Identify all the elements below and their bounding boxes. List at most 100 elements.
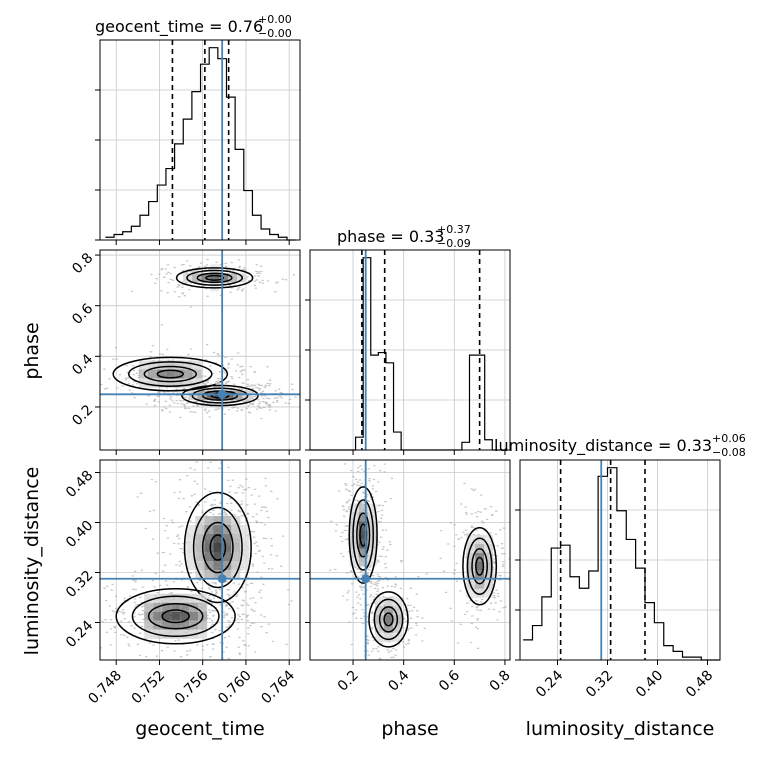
density-cell: [222, 570, 232, 579]
density-cell: [189, 611, 199, 621]
y-tick-label: 0.4: [69, 351, 96, 378]
density-cell: [171, 593, 181, 603]
density-cell: [213, 552, 223, 561]
density-cell: [186, 534, 196, 543]
contour-line: [383, 612, 394, 627]
x-tick-label: 0.48: [683, 668, 716, 701]
density-cell: [180, 602, 190, 612]
density-cell: [153, 611, 163, 621]
title-luminosity-distance-sup: +0.06: [712, 432, 746, 445]
density-cell: [213, 570, 223, 579]
density-cell: [195, 561, 205, 570]
density-cell: [349, 530, 359, 540]
density-cell: [367, 539, 377, 549]
density-cell: [475, 534, 485, 544]
density-cell: [383, 614, 393, 624]
truth-marker: [361, 574, 371, 584]
y-tick-label: 0.8: [69, 250, 96, 277]
truth-layer: [100, 40, 603, 660]
contour-line: [175, 267, 254, 289]
density-cell: [367, 530, 377, 540]
title-luminosity-distance: luminosity_distance = 0.33: [494, 436, 712, 456]
contour-line: [475, 556, 485, 576]
density-cell: [215, 382, 225, 392]
density-cell: [466, 561, 476, 571]
density-cell: [195, 543, 205, 552]
density-cell: [213, 561, 223, 570]
density-cell: [374, 605, 384, 615]
density-cell: [358, 521, 368, 531]
density-cell: [392, 632, 402, 642]
density-cell: [466, 588, 476, 598]
density-cell: [349, 557, 359, 567]
density-cell: [222, 543, 232, 552]
contour-line: [348, 486, 378, 584]
density-cell: [183, 369, 193, 379]
density-cell: [240, 525, 250, 534]
density-cell: [392, 605, 402, 615]
density-cell: [358, 539, 368, 549]
density-cell: [162, 620, 172, 630]
x-tick-label: 0.756: [172, 667, 212, 707]
contour-line: [352, 499, 375, 571]
density-cell: [162, 602, 172, 612]
x-tick-label: 0.24: [533, 667, 566, 700]
density-cell: [195, 525, 205, 534]
x-tick-label: 0.764: [258, 667, 298, 707]
panel-frame: [309, 459, 511, 661]
x-tick-label: 0.2: [335, 668, 362, 695]
contour-line: [196, 272, 233, 284]
density-cell: [383, 605, 393, 615]
truth-marker: [217, 389, 227, 399]
contour-line: [181, 384, 259, 407]
xlabel-phase: phase: [381, 718, 438, 740]
density-cell: [383, 596, 393, 606]
title-phase: phase = 0.33: [337, 227, 444, 246]
density-cell: [174, 378, 184, 388]
density-cell: [213, 525, 223, 534]
density-cell: [367, 503, 377, 513]
density-cell: [171, 602, 181, 612]
contour-line: [201, 521, 234, 574]
density-cell: [162, 611, 172, 621]
contour-line: [192, 506, 243, 589]
density-cell: [392, 623, 402, 633]
density-cell: [180, 611, 190, 621]
density-cell: [349, 503, 359, 513]
density-cell: [204, 561, 214, 570]
density-cell: [240, 552, 250, 561]
density-cell: [231, 552, 241, 561]
density-cell: [374, 596, 384, 606]
title-phase-sup: +0.37: [437, 223, 471, 236]
panel-frame: [99, 249, 301, 451]
density-cell: [475, 588, 485, 598]
density-cell: [204, 516, 214, 525]
contour-line: [161, 609, 190, 624]
panel-frame: [99, 459, 301, 661]
density-cell: [383, 632, 393, 642]
density-cell: [147, 378, 157, 388]
density-cell: [484, 534, 494, 544]
density-panel: [100, 460, 293, 660]
density-cell: [195, 534, 205, 543]
density-cell: [156, 378, 166, 388]
density-cell: [147, 369, 157, 379]
density-cell: [213, 516, 223, 525]
density-cell: [147, 360, 157, 370]
xlabel-geocent-time: geocent_time: [135, 718, 264, 740]
density-cell: [162, 629, 172, 639]
contour-line: [209, 534, 227, 561]
histogram-geocent_time: [105, 47, 296, 241]
density-cell: [240, 543, 250, 552]
x-tick-label: 0.32: [583, 668, 616, 701]
x-tick-label: 0.8: [487, 668, 514, 695]
density-cell: [210, 273, 220, 283]
density-cell: [358, 512, 368, 522]
density-cell: [349, 521, 359, 531]
density-cell: [231, 543, 241, 552]
density-cell: [358, 503, 368, 513]
density-cell: [358, 548, 368, 558]
grid-layer: [100, 40, 720, 660]
title-geocent-time: geocent_time = 0.76: [95, 17, 263, 37]
